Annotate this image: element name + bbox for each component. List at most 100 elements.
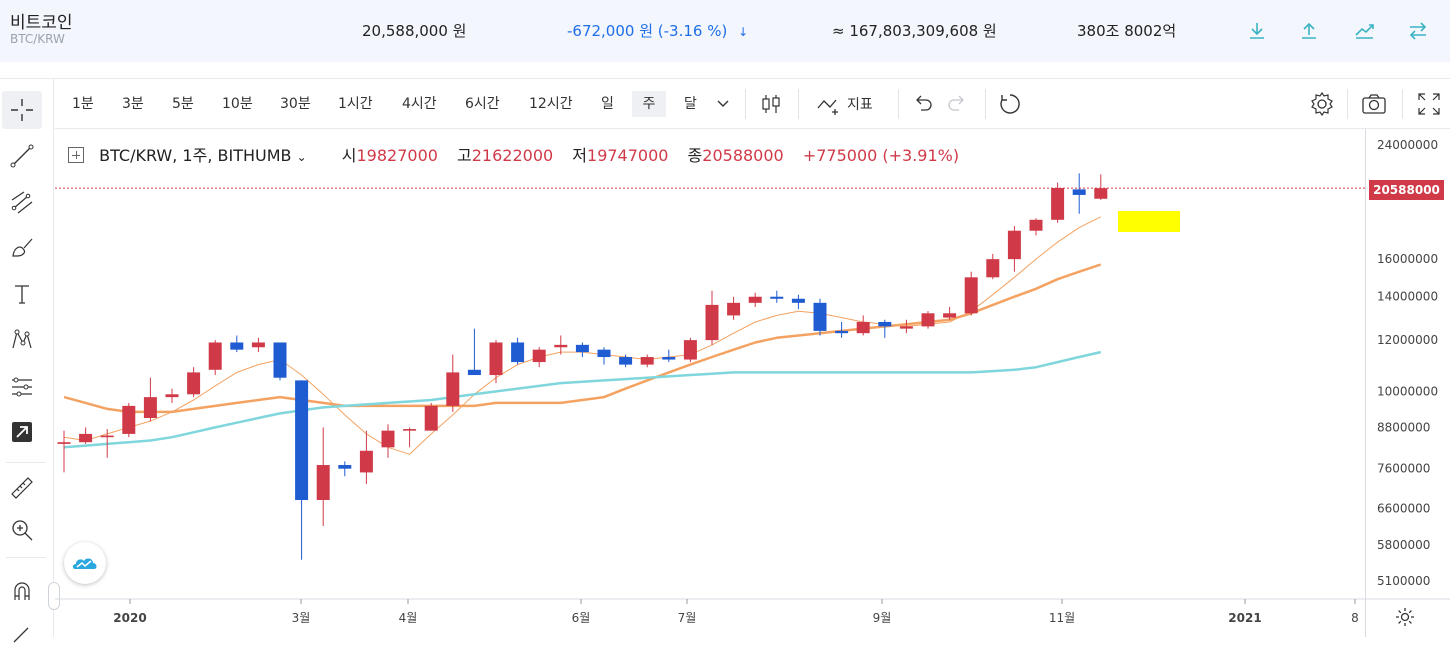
candle-body — [770, 296, 784, 299]
settings-icon[interactable] — [1308, 90, 1336, 118]
price-chart[interactable]: 24000000 16000000 14000000 12000000 10000000… — [55, 129, 1450, 637]
axis-settings-icon[interactable] — [1393, 605, 1417, 629]
toolbar-separator — [1347, 89, 1348, 119]
candle-body — [230, 342, 244, 350]
timeframe-week[interactable]: 주 — [632, 91, 666, 117]
candle-body — [986, 259, 1000, 278]
candle — [662, 349, 676, 363]
candle — [1094, 174, 1108, 200]
candle-body — [727, 302, 741, 316]
timeframe-3m[interactable]: 3분 — [122, 96, 144, 112]
timeframe-30m[interactable]: 30분 — [280, 96, 311, 112]
arrow-tool[interactable] — [2, 413, 42, 451]
candle — [899, 319, 913, 334]
candle — [835, 321, 849, 338]
high-value: 21622000 — [471, 146, 554, 165]
swap-icon[interactable] — [1405, 18, 1431, 44]
timeframe-5m[interactable]: 5분 — [172, 96, 194, 112]
toolbar-collapse-handle[interactable] — [48, 582, 60, 610]
candlestick-type-icon[interactable] — [757, 90, 785, 118]
timeframe-4h[interactable]: 4시간 — [402, 96, 437, 112]
candle — [446, 354, 460, 412]
reset-icon[interactable] — [996, 90, 1024, 118]
candle — [554, 335, 568, 355]
fullscreen-icon[interactable] — [1415, 90, 1443, 118]
measure-tool[interactable] — [2, 469, 42, 507]
candle — [208, 340, 222, 376]
candle-body — [489, 342, 503, 376]
candle — [1051, 182, 1065, 223]
zoom-tool[interactable] — [2, 511, 42, 549]
candle-body — [554, 344, 568, 348]
redo-icon[interactable] — [943, 90, 971, 118]
text-tool[interactable] — [2, 275, 42, 313]
candle — [619, 354, 633, 368]
highlight-box[interactable] — [1118, 211, 1180, 232]
trend-icon[interactable] — [1352, 18, 1378, 44]
download-icon[interactable] — [1244, 18, 1270, 44]
indicators-button[interactable]: 지표 — [815, 90, 873, 118]
candle-body — [511, 342, 525, 363]
candle — [597, 347, 611, 365]
expand-plus-icon[interactable] — [68, 147, 84, 163]
candle-body — [143, 397, 157, 418]
open-value: 19827000 — [356, 146, 438, 165]
logo-cloud-icon — [72, 558, 97, 569]
timeframe-1m[interactable]: 1분 — [72, 96, 94, 112]
magnet-tool[interactable] — [2, 573, 42, 611]
low-label: 저 — [572, 146, 588, 165]
candle — [122, 402, 136, 438]
candle-body — [338, 465, 352, 469]
trendline-icon — [10, 144, 34, 168]
current-price-label: 20588000 — [1369, 180, 1444, 200]
timeframe-12h[interactable]: 12시간 — [529, 96, 573, 112]
brush-tool[interactable] — [2, 229, 42, 267]
crosshair-tool[interactable] — [2, 91, 42, 129]
lock-drawing-tool[interactable] — [2, 615, 42, 653]
candle — [1072, 173, 1086, 214]
current-price: 20,588,000 원 — [362, 22, 467, 40]
undo-icon[interactable] — [909, 90, 937, 118]
timeframe-day[interactable]: 일 — [601, 96, 614, 112]
moving-average-line-1 — [63, 263, 1102, 414]
fib-tool[interactable] — [2, 183, 42, 221]
candle-body — [943, 313, 957, 318]
chart-toolbar: 1분 3분 5분 10분 30분 1시간 4시간 6시간 12시간 일 주 달 … — [55, 79, 1450, 129]
symbol-title[interactable]: BTC/KRW, 1주, BITHUMB — [99, 146, 292, 165]
time-tick-label: 4월 — [399, 611, 418, 625]
drawing-toolbar — [0, 79, 54, 643]
price-tick-label: 16000000 — [1377, 252, 1438, 266]
time-tick-label: 9월 — [873, 611, 892, 625]
upload-icon[interactable] — [1296, 18, 1322, 44]
timeframe-6h[interactable]: 6시간 — [465, 96, 500, 112]
projection-tool[interactable] — [2, 367, 42, 405]
price-axis-background — [1365, 129, 1450, 637]
timeframe-10m[interactable]: 10분 — [222, 96, 253, 112]
trendline-tool[interactable] — [2, 137, 42, 175]
candle — [403, 427, 417, 448]
trade-volume: ≈ 167,803,309,608 원 — [832, 22, 997, 40]
tradingview-logo[interactable] — [64, 542, 106, 584]
candle — [727, 296, 741, 320]
price-tick-label: 5800000 — [1377, 538, 1430, 552]
candle-body — [878, 321, 892, 327]
candle-body — [122, 405, 136, 434]
chevron-down-icon[interactable] — [711, 91, 735, 115]
price-axis-divider — [1365, 129, 1366, 637]
camera-icon[interactable] — [1360, 90, 1388, 118]
candle — [230, 335, 244, 353]
fib-channel-icon — [11, 191, 33, 214]
candle — [1029, 218, 1043, 236]
candle-body — [856, 321, 870, 334]
symbol-chevron-down-icon[interactable]: ⌄ — [296, 150, 307, 164]
candle — [57, 430, 71, 473]
candle — [705, 290, 719, 345]
candle-body — [403, 429, 417, 431]
pattern-tool[interactable] — [2, 321, 42, 359]
price-axis: 24000000 16000000 14000000 12000000 10000000… — [1377, 138, 1438, 588]
text-icon — [15, 285, 29, 304]
candle-body — [640, 357, 654, 365]
timeframe-month[interactable]: 달 — [684, 96, 697, 112]
timeframe-1h[interactable]: 1시간 — [338, 96, 373, 112]
chart-widget: 1분 3분 5분 10분 30분 1시간 4시간 6시간 12시간 일 주 달 … — [0, 78, 1450, 643]
